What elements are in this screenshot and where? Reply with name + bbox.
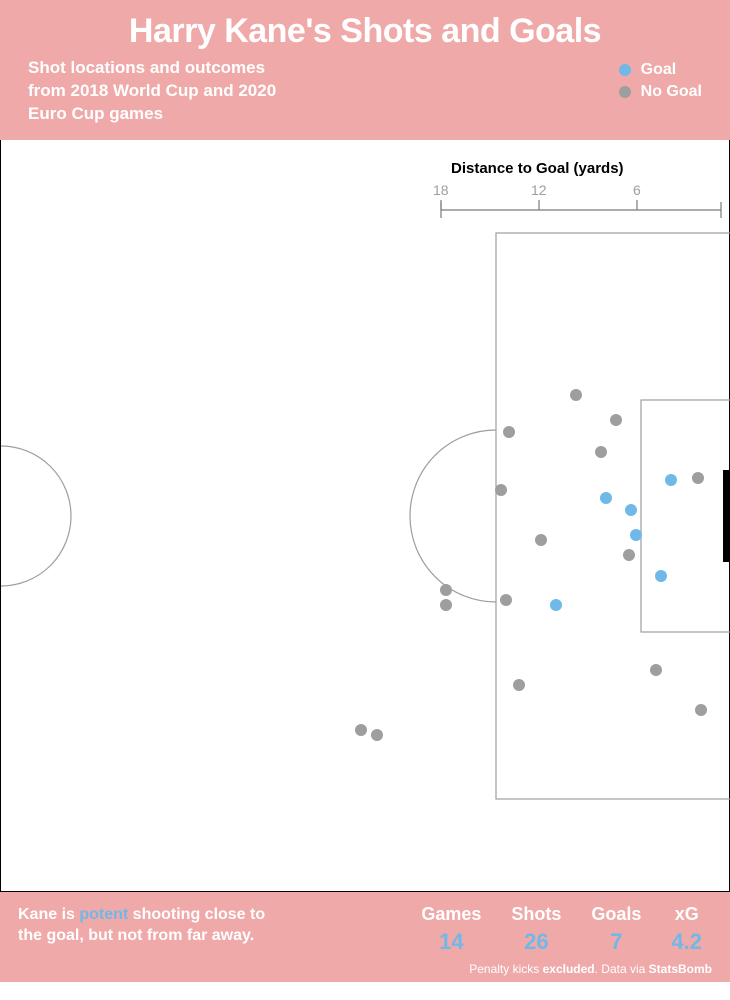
shot-nogoal-marker [692, 472, 704, 484]
legend-nogoal-label: No Goal [641, 83, 702, 101]
footer-stats: Games 14 Shots 26 Goals 7 xG 4.2 [421, 904, 712, 955]
legend-goal-label: Goal [641, 61, 677, 79]
credit-mid: . Data via [595, 962, 649, 976]
stat-goals-value: 7 [591, 929, 641, 955]
stat-games-value: 14 [421, 929, 481, 955]
plot-area: Distance to Goal (yards) 18 12 6 [0, 140, 730, 892]
legend-nogoal: No Goal [619, 83, 702, 101]
legend-nogoal-dot [619, 86, 631, 98]
chart-container: Harry Kane's Shots and Goals Shot locati… [0, 0, 730, 1000]
stat-shots-value: 26 [511, 929, 561, 955]
shot-nogoal-marker [440, 599, 452, 611]
credit-bold2: StatsBomb [649, 962, 712, 976]
shot-nogoal-marker [371, 729, 383, 741]
legend: Goal No Goal [619, 57, 702, 101]
stat-games-label: Games [421, 904, 481, 925]
footer-credit: Penalty kicks excluded. Data via StatsBo… [469, 962, 712, 976]
shot-goal-marker [550, 599, 562, 611]
shot-nogoal-marker [650, 664, 662, 676]
shot-nogoal-marker [623, 549, 635, 561]
shot-nogoal-marker [503, 426, 515, 438]
shot-nogoal-marker [595, 446, 607, 458]
legend-goal-dot [619, 64, 631, 76]
credit-bold1: excluded [543, 962, 595, 976]
chart-title: Harry Kane's Shots and Goals [28, 12, 702, 51]
stat-goals-label: Goals [591, 904, 641, 925]
insight-pre: Kane is [18, 906, 79, 923]
header-sub-row: Shot locations and outcomes from 2018 Wo… [28, 57, 702, 126]
credit-pre: Penalty kicks [469, 962, 542, 976]
shot-nogoal-marker [695, 704, 707, 716]
shot-nogoal-marker [500, 594, 512, 606]
shot-nogoal-marker [610, 414, 622, 426]
stat-xg-value: 4.2 [671, 929, 702, 955]
shot-goal-marker [630, 529, 642, 541]
insight-accent: potent [79, 906, 128, 923]
legend-goal: Goal [619, 61, 702, 79]
shot-nogoal-marker [355, 724, 367, 736]
shot-nogoal-marker [495, 484, 507, 496]
chart-subtitle: Shot locations and outcomes from 2018 Wo… [28, 57, 298, 126]
stat-shots-label: Shots [511, 904, 561, 925]
shot-nogoal-marker [440, 584, 452, 596]
shot-goal-marker [655, 570, 667, 582]
stat-xg: xG 4.2 [671, 904, 702, 955]
shot-goal-marker [600, 492, 612, 504]
stat-games: Games 14 [421, 904, 481, 955]
shot-nogoal-marker [513, 679, 525, 691]
shot-nogoal-marker [535, 534, 547, 546]
shot-goal-marker [665, 474, 677, 486]
shot-goal-marker [625, 504, 637, 516]
footer: Kane is potent shooting close to the goa… [0, 892, 730, 982]
shot-nogoal-marker [570, 389, 582, 401]
stat-goals: Goals 7 [591, 904, 641, 955]
stat-shots: Shots 26 [511, 904, 561, 955]
pitch-svg [1, 140, 730, 892]
footer-insight: Kane is potent shooting close to the goa… [18, 904, 268, 947]
stat-xg-label: xG [671, 904, 702, 925]
header: Harry Kane's Shots and Goals Shot locati… [0, 0, 730, 140]
